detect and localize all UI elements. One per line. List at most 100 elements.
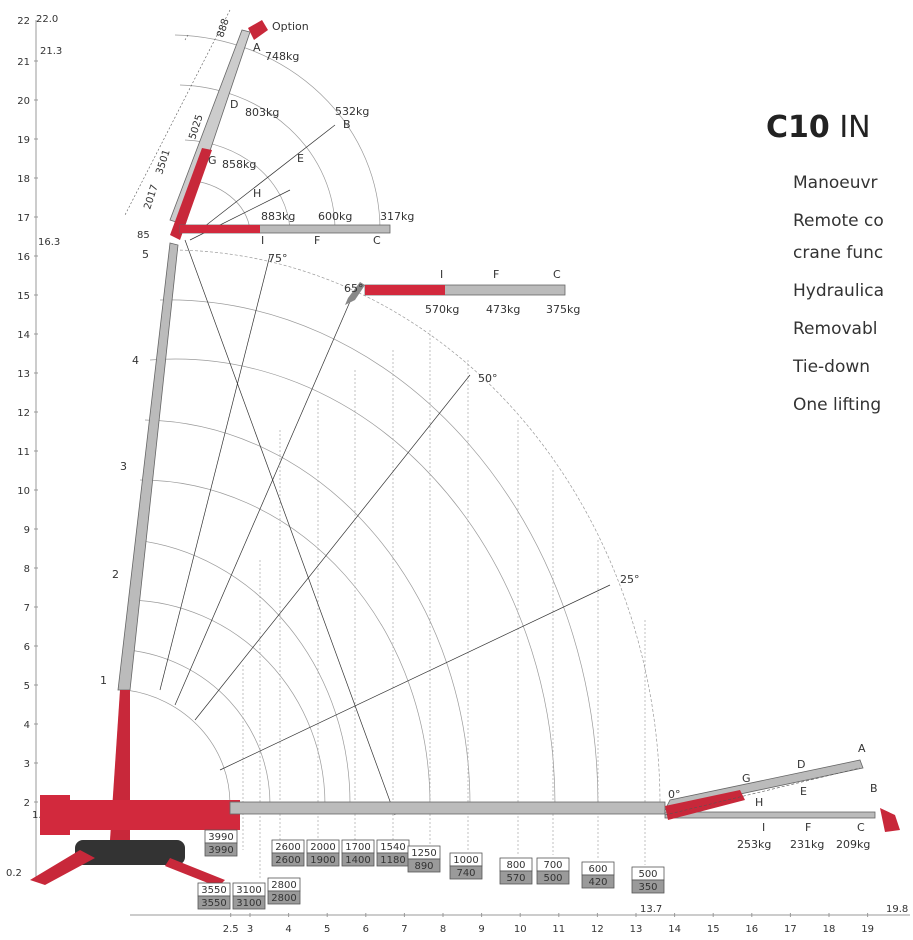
- x-tick-label: 8: [440, 924, 446, 935]
- jib0-load-231: 231kg: [790, 838, 824, 851]
- x-tick-label: 15: [707, 924, 720, 935]
- y-tick-label: 10: [17, 486, 30, 497]
- y-tick-label: 13: [17, 369, 30, 380]
- jib0-point-a: A: [858, 742, 866, 755]
- y-tick-label: 8: [24, 564, 30, 575]
- y-tick-label: 6: [24, 642, 30, 653]
- load-box-bottom: [407, 858, 441, 873]
- x-tick-label: 7: [401, 924, 407, 935]
- upper-jib: [169, 20, 391, 240]
- load-box: 1000 740: [449, 852, 483, 880]
- jib-0: [664, 759, 900, 832]
- feature-item: One lifting: [793, 395, 882, 415]
- y-label-1-7: 1.7: [32, 810, 48, 821]
- feature-item: Remote co: [793, 211, 884, 231]
- x-tick-label: 11: [552, 924, 565, 935]
- load-value-top: 1540: [380, 842, 405, 853]
- upper-load-748: 748kg: [265, 50, 299, 63]
- jib0-point-d: D: [797, 758, 805, 771]
- feature-panel: C10 IN Manoeuvr Remote co crane func Hyd…: [740, 110, 913, 421]
- boom-section-5: 5: [142, 248, 149, 261]
- load-value-top: 600: [588, 864, 607, 875]
- feature-item: Manoeuvr: [793, 173, 878, 193]
- x-tick-label: 16: [745, 924, 758, 935]
- load-box-bottom: [267, 890, 301, 905]
- boom-section-4: 4: [132, 354, 139, 367]
- load-box-bottom: [232, 895, 266, 910]
- angle-75: 75°: [268, 252, 288, 265]
- dim-888: 888: [215, 17, 231, 39]
- load-value-top: 3990: [208, 832, 233, 843]
- jib0-point-i: I: [762, 821, 765, 834]
- jib65-point-f: F: [493, 268, 499, 281]
- y-tick-label: 15: [17, 291, 30, 302]
- load-value-bottom: 3550: [201, 898, 226, 909]
- upper-point-b: B: [343, 118, 351, 131]
- y-tick-label: 21: [17, 57, 30, 68]
- load-box: 2000 1900: [306, 839, 340, 867]
- load-box: 2800 2800: [267, 877, 301, 905]
- jib0-load-253: 253kg: [737, 838, 771, 851]
- main-boom: [30, 242, 666, 887]
- load-value-top: 500: [638, 869, 657, 880]
- upper-point-h: H: [253, 187, 261, 200]
- jib65-load-375: 375kg: [546, 303, 580, 316]
- y-label-22-0: 22.0: [36, 14, 58, 25]
- load-box-bottom: [271, 852, 305, 867]
- load-value-bottom: 1180: [380, 855, 405, 866]
- y-tick-label: 7: [24, 603, 30, 614]
- upper-load-803: 803kg: [245, 106, 279, 119]
- angle-lines: [159, 124, 611, 816]
- upper-load-600: 600kg: [318, 210, 352, 223]
- feature-item: Removabl: [793, 319, 878, 339]
- angle-65: 65°: [344, 282, 364, 295]
- jib0-point-b: B: [870, 782, 878, 795]
- load-value-bottom: 2800: [271, 893, 296, 904]
- load-value-top: 3100: [236, 885, 261, 896]
- jib-65: [345, 282, 566, 305]
- x-tick-label: 12: [591, 924, 604, 935]
- load-box: 3550 3550: [197, 882, 231, 910]
- x-label-13-7: 13.7: [640, 904, 662, 915]
- load-value-bottom: 420: [588, 877, 607, 888]
- upper-load-883: 883kg: [261, 210, 295, 223]
- x-tick-label: 9: [478, 924, 484, 935]
- x-tick-label: 10: [514, 924, 527, 935]
- upper-point-c: C: [373, 234, 381, 247]
- angle-50: 50°: [478, 372, 498, 385]
- upper-point-f: F: [314, 234, 320, 247]
- jib0-point-g: G: [742, 772, 751, 785]
- y-tick-label: 11: [17, 447, 30, 458]
- load-box: 1700 1400: [341, 839, 375, 867]
- angle-0: 0°: [668, 788, 681, 801]
- load-box-bottom: [631, 879, 665, 894]
- upper-point-d: D: [230, 98, 238, 111]
- y-tick-label: 20: [17, 96, 30, 107]
- y-label-0-2: 0.2: [6, 868, 22, 879]
- feature-item: Hydraulica: [793, 281, 885, 301]
- jib0-point-c: C: [857, 821, 865, 834]
- model-heading-rest: IN: [839, 110, 871, 145]
- y-tick-label: 19: [17, 135, 30, 146]
- jib-option-label: Option: [272, 20, 309, 33]
- y-tick-label: 2: [24, 798, 30, 809]
- jib65-point-i: I: [440, 268, 443, 281]
- load-value-bottom: 3100: [236, 898, 261, 909]
- load-value-top: 700: [543, 860, 562, 871]
- y-tick-label: 16: [17, 252, 30, 263]
- feature-item: Tie-down: [793, 357, 871, 377]
- upper-load-532: 532kg: [335, 105, 369, 118]
- upper-load-317: 317kg: [380, 210, 414, 223]
- working-arcs: [125, 34, 661, 806]
- load-value-top: 3550: [201, 885, 226, 896]
- angle-25: 25°: [620, 573, 640, 586]
- y-tick-label: 3: [24, 759, 30, 770]
- y-tick-label: 17: [17, 213, 30, 224]
- dim-2017: 2017: [142, 183, 160, 211]
- load-box-bottom: [449, 865, 483, 880]
- y-tick-label: 18: [17, 174, 30, 185]
- upper-point-a: A: [253, 41, 261, 54]
- load-box: 2600 2600: [271, 839, 305, 867]
